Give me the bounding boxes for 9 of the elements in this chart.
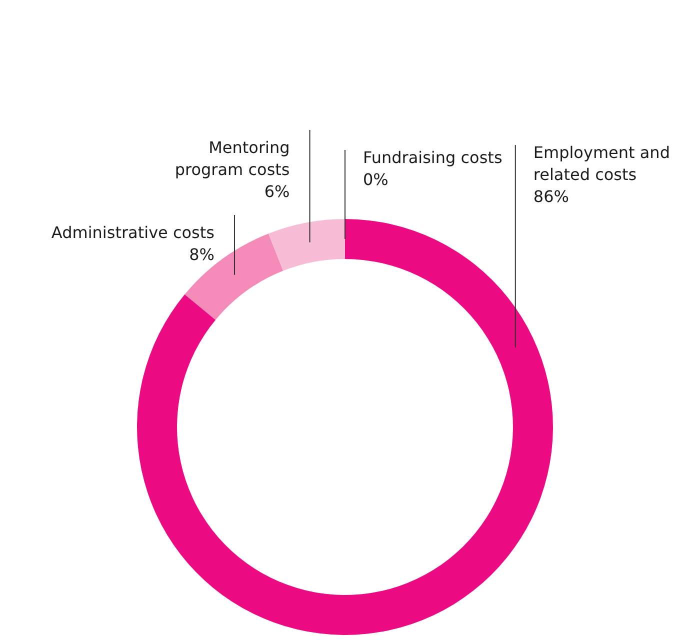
data-label: 8% — [189, 245, 214, 264]
data-label: 6% — [264, 182, 290, 201]
data-label: 86% — [533, 187, 569, 206]
donut-slice — [268, 219, 345, 271]
slice-label: Mentoring program costs — [174, 138, 290, 179]
text: 0% — [363, 170, 388, 189]
category-label: Fundraising costs — [363, 148, 502, 167]
slice-label: Employment and related costs — [533, 143, 670, 184]
slice-label: Administrative costs — [51, 223, 214, 242]
